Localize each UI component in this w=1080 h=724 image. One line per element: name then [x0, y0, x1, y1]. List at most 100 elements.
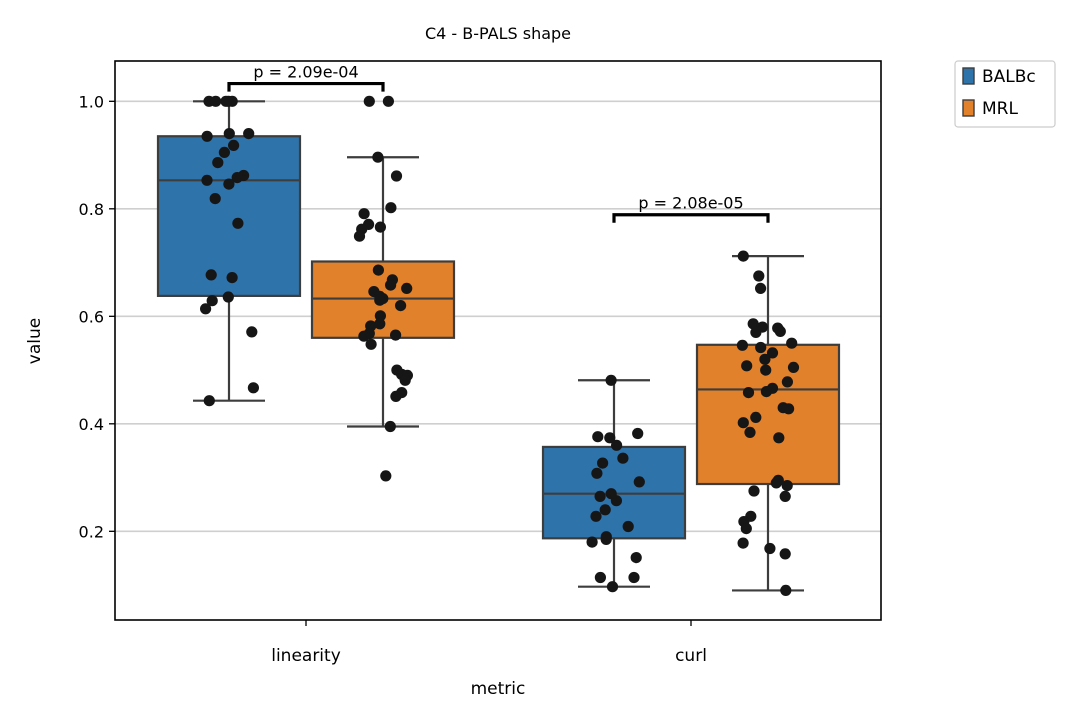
y-tick-label: 0.6 — [79, 307, 104, 326]
point-balbc-linearity — [232, 217, 244, 229]
point-mrl-linearity — [401, 282, 413, 294]
strip-points — [200, 95, 800, 597]
legend-frame — [954, 60, 1056, 128]
x-axis-title: metric — [471, 679, 526, 699]
point-mrl-curl — [753, 270, 765, 282]
point-mrl-linearity — [358, 330, 370, 342]
point-mrl-linearity — [390, 329, 402, 341]
point-mrl-curl — [773, 432, 785, 444]
point-mrl-linearity — [385, 202, 397, 214]
point-mrl-curl — [787, 361, 800, 373]
y-axis-title: value — [25, 318, 45, 364]
point-mrl-linearity — [353, 230, 366, 242]
box-balbc-curl — [541, 379, 687, 588]
point-balbc-curl — [630, 552, 642, 564]
point-mrl-linearity — [390, 170, 403, 182]
point-mrl-curl — [759, 353, 771, 365]
y-tick-label: 1.0 — [79, 92, 104, 111]
box-iqr — [156, 135, 302, 297]
point-balbc-linearity — [212, 157, 224, 169]
point-balbc-curl — [590, 510, 602, 522]
point-balbc-curl — [592, 431, 604, 443]
point-mrl-curl — [760, 386, 773, 398]
point-mrl-linearity — [382, 95, 394, 107]
point-mrl-curl — [779, 490, 791, 502]
point-mrl-curl — [744, 426, 756, 438]
point-balbc-curl — [605, 374, 617, 386]
point-balbc-curl — [597, 457, 609, 469]
plot-area-frame — [114, 60, 882, 621]
point-mrl-linearity — [374, 294, 386, 306]
x-tick-label-curl: curl — [675, 646, 707, 666]
point-mrl-curl — [755, 282, 767, 294]
point-mrl-curl — [760, 364, 772, 376]
point-mrl-linearity — [395, 300, 407, 312]
point-mrl-curl — [736, 339, 749, 351]
point-mrl-curl — [780, 584, 792, 597]
legend-label-mrl: MRL — [982, 99, 1018, 119]
point-mrl-linearity — [365, 338, 377, 350]
point-mrl-linearity — [374, 318, 386, 330]
point-mrl-curl — [783, 403, 795, 415]
point-balbc-curl — [591, 467, 603, 479]
point-mrl-linearity — [385, 279, 397, 291]
point-balbc-curl — [606, 581, 619, 593]
point-balbc-linearity — [223, 128, 235, 140]
point-mrl-curl — [755, 341, 767, 354]
significance-bracket — [612, 213, 770, 223]
point-mrl-curl — [766, 347, 779, 359]
boxes — [156, 100, 841, 592]
legend: BALBc MRL — [954, 60, 1056, 128]
significance-curl: p = 2.08e-05 — [612, 194, 770, 223]
point-balbc-linearity — [247, 382, 259, 394]
legend-label-balbc: BALBc — [982, 67, 1036, 87]
point-mrl-linearity — [374, 310, 386, 322]
point-balbc-linearity — [206, 295, 218, 307]
point-mrl-linearity — [358, 208, 370, 220]
point-balbc-curl — [600, 533, 612, 546]
point-mrl-curl — [774, 325, 786, 337]
point-balbc-curl — [622, 520, 634, 533]
point-balbc-curl — [604, 432, 616, 444]
point-mrl-linearity — [380, 470, 392, 482]
significance-linearity: p = 2.09e-04 — [227, 63, 385, 92]
point-mrl-curl — [742, 387, 755, 399]
point-mrl-curl — [740, 523, 752, 535]
point-mrl-curl — [786, 337, 798, 349]
point-mrl-curl — [750, 411, 762, 423]
point-balbc-linearity — [226, 272, 238, 284]
significance-bracket — [227, 81, 385, 92]
y-tick-label: 0.8 — [79, 200, 104, 219]
point-mrl-linearity — [372, 264, 384, 276]
point-balbc-linearity — [201, 174, 213, 186]
point-mrl-curl — [781, 376, 794, 388]
point-mrl-linearity — [372, 151, 384, 163]
point-mrl-curl — [741, 360, 753, 372]
point-balbc-linearity — [228, 139, 240, 151]
point-balbc-linearity — [209, 193, 221, 205]
point-balbc-curl — [633, 476, 645, 488]
point-balbc-linearity — [223, 178, 235, 190]
point-mrl-curl — [779, 548, 791, 560]
legend-swatch-mrl — [962, 99, 975, 117]
point-balbc-curl — [599, 504, 611, 516]
axes: 0.2 0.4 0.6 0.8 1.0 linearity curl — [79, 92, 707, 666]
point-mrl-linearity — [399, 374, 411, 386]
point-mrl-curl — [747, 318, 759, 330]
y-tick-label: 0.4 — [79, 415, 104, 434]
legend-swatch-balbc — [962, 67, 975, 85]
point-mrl-curl — [737, 250, 749, 262]
point-balbc-curl — [611, 439, 623, 451]
point-balbc-curl — [586, 536, 598, 548]
point-mrl-linearity — [374, 221, 386, 233]
chart-title: C4 - B-PALS shape — [425, 24, 571, 43]
point-mrl-curl — [770, 477, 782, 489]
point-mrl-curl — [737, 537, 749, 549]
p-value-label: p = 2.08e-05 — [638, 194, 743, 213]
point-balbc-linearity — [243, 128, 255, 140]
point-balbc-curl — [594, 490, 606, 502]
point-mrl-linearity — [384, 420, 396, 433]
point-balbc-linearity — [222, 291, 234, 303]
point-balbc-linearity — [246, 326, 258, 338]
